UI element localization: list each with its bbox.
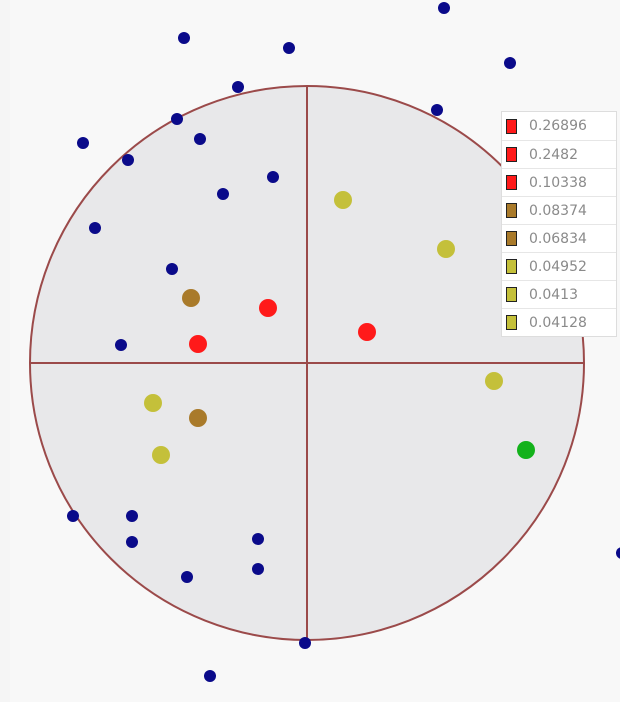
point [283,42,295,54]
point [126,536,138,548]
red-point [189,335,207,353]
point [89,222,101,234]
brown-point [182,289,200,307]
point [204,670,216,682]
legend-label: 0.0413 [529,286,578,303]
red-point [358,323,376,341]
point [122,154,134,166]
red-point [259,299,277,317]
point [77,137,89,149]
point [181,571,193,583]
colored-points [144,191,535,464]
legend-swatch [506,147,517,162]
point [171,113,183,125]
olive-point [437,240,455,258]
point [616,547,620,559]
legend-swatch [506,118,517,134]
legend-swatch [506,315,517,330]
legend-swatch [506,287,517,302]
point [252,563,264,575]
olive-point [144,394,162,412]
green-point [517,441,535,459]
diagram-frame: 0.26896 0.2482 0.10338 0.08374 0.06834 0… [10,0,620,702]
point [431,104,443,116]
legend-label: 0.08374 [529,202,587,219]
point [252,533,264,545]
legend-swatch [506,231,517,246]
legend: 0.26896 0.2482 0.10338 0.08374 0.06834 0… [501,111,617,337]
point [166,263,178,275]
legend-swatch [506,259,517,274]
legend-label: 0.06834 [529,230,587,247]
point [67,510,79,522]
legend-item: 0.26896 [502,112,616,140]
point [217,188,229,200]
point [438,2,450,14]
point [504,57,516,69]
point [115,339,127,351]
legend-item: 0.0413 [502,280,616,308]
legend-swatch [506,175,517,190]
olive-point [485,372,503,390]
legend-label: 0.26896 [529,118,587,134]
point [126,510,138,522]
legend-item: 0.10338 [502,168,616,196]
legend-label: 0.10338 [529,174,587,191]
legend-label: 0.04952 [529,258,587,275]
legend-item: 0.04952 [502,252,616,280]
point [232,81,244,93]
point [299,637,311,649]
point [194,133,206,145]
brown-point [189,409,207,427]
legend-label: 0.2482 [529,146,578,163]
blue-points [67,2,620,682]
legend-swatch [506,203,517,218]
point [178,32,190,44]
radial-plot [29,2,620,682]
point [267,171,279,183]
olive-point [152,446,170,464]
olive-point [334,191,352,209]
legend-item: 0.04128 [502,308,616,336]
legend-label: 0.04128 [529,314,587,331]
legend-item: 0.08374 [502,196,616,224]
legend-item: 0.06834 [502,224,616,252]
legend-item: 0.2482 [502,140,616,168]
